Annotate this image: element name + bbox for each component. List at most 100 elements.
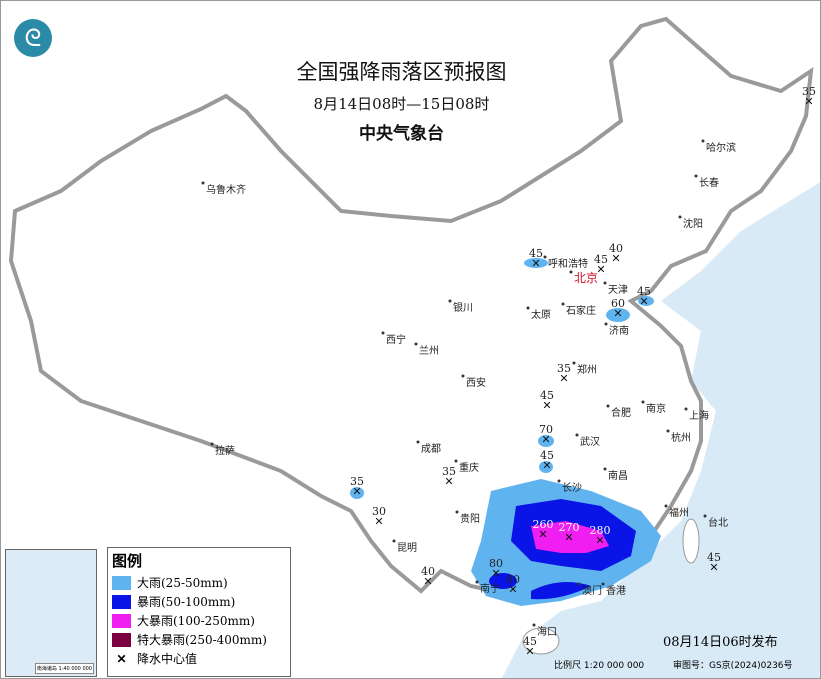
city-label: 南昌 <box>608 469 628 482</box>
city-label: 哈尔滨 <box>706 141 736 154</box>
city-dot <box>416 440 420 444</box>
legend-item-rainstorm: 暴雨(50-100mm) <box>112 592 290 611</box>
x-mark-icon: ✕ <box>538 528 547 541</box>
city-dot <box>475 580 479 584</box>
inset-caption: 南海诸岛 1:40 000 000 <box>34 663 94 674</box>
issue-time: 08月14日06时发布 <box>663 635 778 650</box>
city-dot <box>557 479 561 483</box>
x-mark-icon: ✕ <box>804 95 813 108</box>
city-label: 长沙 <box>562 482 582 494</box>
legend-label: 暴雨(50-100mm) <box>137 595 236 609</box>
legend-title: 图例 <box>112 552 143 570</box>
city-dot <box>678 215 682 219</box>
x-mark-icon: ✕ <box>374 515 383 528</box>
city-label: 合肥 <box>611 406 631 419</box>
city-dot <box>526 306 530 310</box>
rain-areas <box>350 258 661 606</box>
city-label: 上海 <box>689 409 709 422</box>
rain-center-value: 35 <box>557 362 571 375</box>
heavy-rain-area <box>524 258 548 268</box>
city-dot <box>455 510 459 514</box>
city-dot <box>543 255 547 259</box>
taiwan-island <box>682 518 700 564</box>
city-label: 重庆 <box>459 461 479 474</box>
city-label: 南京 <box>646 402 666 415</box>
x-mark-icon: ✕ <box>542 399 551 412</box>
x-mark-icon: ✕ <box>508 583 517 596</box>
legend-label: 大暴雨(100-250mm) <box>137 614 255 628</box>
x-mark-icon: ✕ <box>611 252 620 265</box>
rain-center-value: 80 <box>489 557 503 570</box>
rain-center-value: 80 <box>506 573 520 586</box>
rain-center-value: 70 <box>539 423 553 436</box>
city-dot <box>694 174 698 178</box>
city-label: 成都 <box>421 443 441 455</box>
rain-center-value: 35 <box>350 475 364 488</box>
heavy-rain-area <box>538 435 554 447</box>
map-title: 全国强降雨落区预报图 <box>296 60 507 84</box>
legend-label: 大雨(25-50mm) <box>137 576 228 590</box>
city-dot <box>569 270 573 274</box>
x-mark-icon: ✕ <box>542 459 551 472</box>
city-dot <box>703 514 707 518</box>
city-dot <box>601 582 605 586</box>
city-label: 北京 <box>574 271 598 285</box>
legend-swatch <box>112 613 131 628</box>
cma-logo: ᘓ <box>14 19 52 57</box>
city-dot <box>664 504 668 508</box>
city-label: 杭州 <box>671 431 691 444</box>
sea <box>502 182 820 678</box>
heavy-rain-area <box>606 308 630 322</box>
legend-item-extreme-rainstorm: 特大暴雨(250-400mm) <box>112 630 290 649</box>
city-dot <box>606 404 610 408</box>
legend-label: 特大暴雨(250-400mm) <box>137 633 267 647</box>
legend-item-heavy-rain: 大雨(25-50mm) <box>112 573 290 592</box>
city-dot <box>603 281 607 285</box>
rain-center-value: 45 <box>707 551 721 564</box>
city-label: 银川 <box>453 301 473 314</box>
x-mark-icon: ✕ <box>564 531 573 544</box>
city-dot <box>454 459 458 463</box>
legend-swatch <box>112 575 131 590</box>
x-mark-icon: ✕ <box>531 257 540 270</box>
city-label: 兰州 <box>419 344 439 357</box>
city-dot <box>604 322 608 326</box>
rain-center-value: 45 <box>540 449 554 462</box>
x-mark-icon: ✕ <box>559 372 568 385</box>
rainstorm-area <box>489 573 517 589</box>
x-mark-icon: ✕ <box>116 651 127 666</box>
city-dot <box>701 139 705 143</box>
city-label: 南宁 <box>480 582 500 595</box>
city-dot <box>448 299 452 303</box>
city-label: 长春 <box>699 177 719 189</box>
rain-center-value: 45 <box>637 285 651 298</box>
x-mark-icon: ✕ <box>352 485 361 498</box>
heavy-rain-area <box>638 296 654 306</box>
city-dot <box>575 433 579 437</box>
city-dot <box>392 539 396 543</box>
rain-center-value: 60 <box>611 297 625 310</box>
city-label: 福州 <box>669 506 689 519</box>
x-mark-icon: ✕ <box>613 307 622 320</box>
rain-center-value: 260 <box>533 518 554 531</box>
scale-text: 比例尺 1:20 000 000 <box>554 661 645 671</box>
city-label: 石家庄 <box>566 304 596 317</box>
x-mark-icon: ✕ <box>491 567 500 580</box>
issuer: 中央气象台 <box>359 124 444 144</box>
city-label: 太原 <box>531 308 551 321</box>
legend-label: 降水中心值 <box>137 652 198 666</box>
city-label: 乌鲁木齐 <box>206 183 246 196</box>
rain-center-value: 45 <box>529 247 543 260</box>
legend-item-center: ✕ 降水中心值 <box>112 649 290 668</box>
rain-center-value: 35 <box>442 465 456 478</box>
city-label: 西宁 <box>386 333 406 346</box>
heavy-rain-area <box>539 461 553 473</box>
city-dot <box>210 442 214 446</box>
city-dot <box>461 374 465 378</box>
x-mark-icon: ✕ <box>596 263 605 276</box>
rain-center-value: 40 <box>421 565 435 578</box>
city-dot <box>666 429 670 433</box>
